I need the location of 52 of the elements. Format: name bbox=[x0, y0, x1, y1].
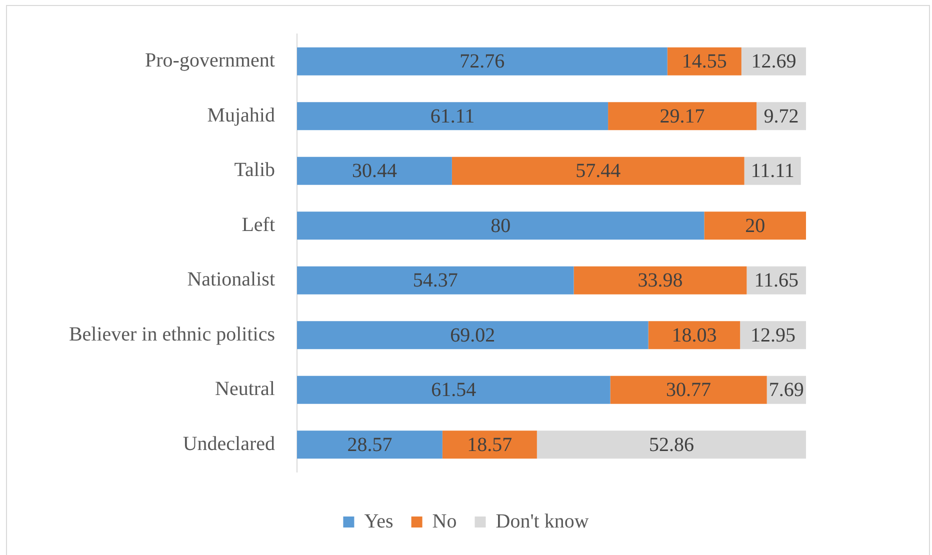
data-label: 18.03 bbox=[672, 324, 717, 346]
bar bbox=[297, 376, 610, 404]
bar bbox=[608, 102, 757, 130]
y-tick-label: Pro-government bbox=[145, 50, 276, 72]
y-tick-label: Neutral bbox=[215, 378, 276, 400]
data-label: 9.72 bbox=[764, 105, 799, 128]
data-label: 72.76 bbox=[460, 50, 505, 73]
bar bbox=[297, 321, 648, 350]
legend-label: Yes bbox=[364, 510, 394, 532]
bar bbox=[297, 430, 442, 459]
bar bbox=[442, 430, 537, 459]
data-label: 30.77 bbox=[666, 379, 712, 402]
data-label: 52.86 bbox=[648, 434, 694, 456]
bar bbox=[452, 156, 744, 185]
y-tick-label: Talib bbox=[234, 159, 275, 182]
data-label: 7.69 bbox=[768, 379, 804, 402]
data-label: 11.11 bbox=[750, 160, 794, 182]
data-label: 57.44 bbox=[576, 160, 621, 182]
data-label: 69.02 bbox=[450, 324, 496, 346]
data-label: 20 bbox=[745, 214, 766, 237]
bar bbox=[667, 47, 742, 76]
bar bbox=[297, 47, 668, 76]
data-label: 14.55 bbox=[682, 50, 727, 73]
y-tick-label: Believer in ethnic politics bbox=[68, 323, 276, 346]
y-tick-label: Undeclared bbox=[182, 432, 275, 455]
y-tick-label: Mujahid bbox=[207, 104, 275, 126]
data-label: 18.57 bbox=[467, 434, 512, 456]
y-tick-label: Nationalist bbox=[187, 268, 276, 291]
bar bbox=[536, 430, 806, 459]
data-label: 12.95 bbox=[750, 324, 796, 346]
bar bbox=[704, 212, 806, 240]
bar bbox=[744, 156, 801, 185]
bar bbox=[648, 321, 740, 350]
data-label: 11.65 bbox=[754, 270, 798, 292]
bar bbox=[610, 376, 767, 404]
data-label: 61.54 bbox=[431, 379, 476, 402]
legend-label: No bbox=[432, 510, 457, 532]
data-label: 61.11 bbox=[430, 105, 475, 128]
bar bbox=[297, 156, 452, 185]
data-label: 80 bbox=[490, 214, 511, 237]
data-label: 12.69 bbox=[751, 50, 796, 73]
bar bbox=[297, 266, 574, 294]
data-label: 28.57 bbox=[347, 434, 392, 456]
legend-label: Don't know bbox=[496, 510, 590, 532]
bar bbox=[297, 102, 608, 130]
data-label: 29.17 bbox=[660, 105, 705, 128]
data-label: 30.44 bbox=[352, 160, 397, 182]
data-label: 33.98 bbox=[638, 270, 683, 292]
y-tick-label: Left bbox=[242, 214, 276, 236]
bar bbox=[297, 212, 704, 240]
data-label: 54.37 bbox=[412, 270, 458, 292]
bar bbox=[574, 266, 747, 294]
